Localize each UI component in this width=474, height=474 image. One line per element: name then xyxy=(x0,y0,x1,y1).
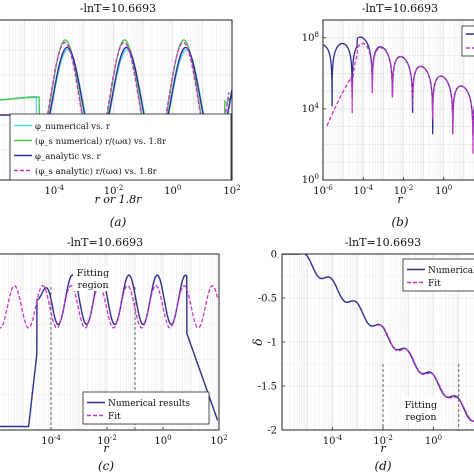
panel-a-series-3 xyxy=(33,41,230,159)
panel-a-legend-entry: φ_analytic vs. r xyxy=(35,152,101,162)
panel-d-axes-frame xyxy=(281,253,474,431)
panel-d-xlabel: r xyxy=(380,442,386,455)
panel-d-xtick-label: 10-4 xyxy=(323,434,343,447)
panel-d-xtick-label: 100 xyxy=(425,434,442,447)
panel-c-legend-entry: Fit xyxy=(108,412,121,422)
panel-d-title: -lnT=10.6693 xyxy=(345,236,421,249)
panel-c-series-1 xyxy=(0,285,219,329)
panel-d-ytick-label: -2 xyxy=(267,426,277,437)
panel-a-caption: (a) xyxy=(110,215,127,229)
panel-d-annotation-line: Fitting xyxy=(405,400,438,411)
panel-c-xtick-label: 102 xyxy=(210,434,227,447)
panel-d-legend-entry: Numerical xyxy=(428,266,474,276)
panel-d-ytick-label: -0.5 xyxy=(258,294,277,305)
panel-a-xlabel: r or 1.8r xyxy=(95,193,143,206)
panel-c-legend-entry: Numerical results xyxy=(108,399,190,409)
panel-d-ytick-label: -1 xyxy=(267,338,277,349)
panel-c-title: -lnT=10.6693 xyxy=(67,236,143,249)
panel-d-ytick-label: 0 xyxy=(271,250,277,261)
panel-c-xtick-label: 10-2 xyxy=(97,434,117,447)
panel-b-legend xyxy=(461,25,474,57)
panel-d-series-1 xyxy=(377,324,474,422)
panel-a-legend-entry: (φ_s analytic) r/(ωα) vs. 1.8r xyxy=(35,166,158,177)
panel-c-annotation-line: region xyxy=(77,280,108,291)
panel-d-legend xyxy=(402,258,474,292)
panel-d-annotation-bg xyxy=(400,397,441,423)
panel-d-plot-area xyxy=(282,254,474,422)
panel-d-ylabel: δ xyxy=(251,338,265,345)
panel-d-caption: (d) xyxy=(374,459,391,473)
panel-d-xtick-label: 10-2 xyxy=(373,434,393,447)
panel-a-xtick-label: 100 xyxy=(164,184,181,197)
panel-b-title: -lnT=10.6693 xyxy=(362,2,438,15)
panel-b-xtick-label: 100 xyxy=(435,184,452,197)
panel-c-plot-area xyxy=(0,274,219,428)
panel-b-axes-frame xyxy=(322,19,474,181)
panel-b-caption: (b) xyxy=(391,215,408,229)
panel-c-annotation-bg xyxy=(73,266,113,291)
panel-b-ytick-label: 104 xyxy=(302,102,320,115)
panel-c: -lnT=10.6693 r (c) 10-4 10-2 100 102 Fitting… xyxy=(0,236,228,473)
panel-b-ytick-label: 100 xyxy=(302,173,319,186)
panel-c-xtick-label: 10-4 xyxy=(41,434,61,447)
panel-d: -lnT=10.6693 r δ (d) 0 -0.5 -1 -1.5 -2 10-4 10… xyxy=(251,236,474,473)
panel-b-xtick-label: 10-4 xyxy=(353,184,373,197)
panel-a-xtick-label: 10-2 xyxy=(104,184,124,197)
panel-c-caption: (c) xyxy=(98,459,114,473)
panel-b-series-1 xyxy=(326,42,474,154)
panel-b-xtick-label: 10-6 xyxy=(313,184,333,197)
panel-c-legend xyxy=(82,391,210,425)
panel-c-xlabel: r xyxy=(103,442,109,455)
panel-d-legend-entry: Fit xyxy=(428,279,441,289)
panel-b-ytick-label: 108 xyxy=(302,31,319,44)
panel-a-xtick-label: 102 xyxy=(223,184,240,197)
panel-c-xtick-label: 100 xyxy=(154,434,171,447)
panel-c-series-0 xyxy=(0,274,219,428)
panel-b-plot-area xyxy=(323,36,474,154)
panel-a-title: -lnT=10.6693 xyxy=(80,2,156,15)
panel-c-annotation-line: Fitting xyxy=(77,268,110,279)
panel-c-axes-frame xyxy=(0,253,220,431)
panel-d-annotation-line: region xyxy=(405,412,436,423)
panel-a: -lnT=10.6693 r or 1.8r (a) 10-4 10-2 100 10… xyxy=(0,2,241,229)
panel-a-legend-entry: φ_numerical vs. r xyxy=(35,122,111,132)
panel-a-xtick-label: 10-4 xyxy=(44,184,64,197)
panel-a-legend-entry: (φ_s numerical) r/(ωα) vs. 1.8r xyxy=(35,136,167,147)
panel-d-ytick-label: -1.5 xyxy=(258,382,277,393)
panel-b-xtick-label: 10-2 xyxy=(394,184,414,197)
panel-b: -lnT=10.6693 r (b) 10-610-410-2100102100… xyxy=(302,2,474,229)
panel-b-xlabel: r xyxy=(397,193,403,206)
panel-a-legend xyxy=(9,113,232,181)
